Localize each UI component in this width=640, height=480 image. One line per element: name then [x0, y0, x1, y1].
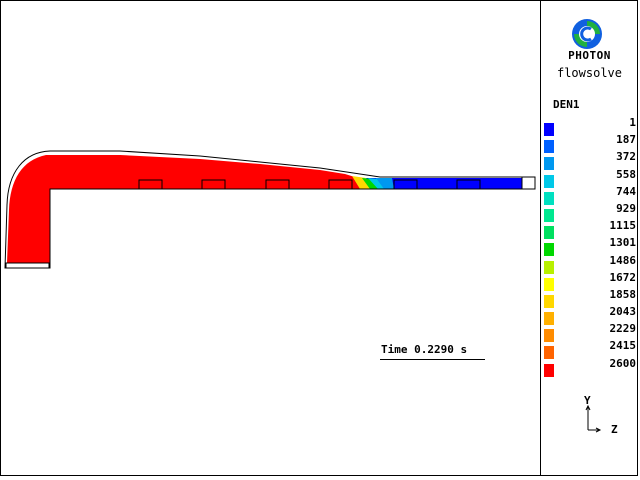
gate-boss	[201, 179, 226, 190]
panel-divider	[540, 0, 541, 476]
legend-label: 1858	[609, 287, 637, 301]
gate-bosses	[138, 179, 481, 190]
gate-boss	[456, 179, 481, 190]
liquid-region	[7, 155, 380, 263]
legend-swatch	[544, 174, 554, 188]
legend-swatch	[544, 294, 554, 308]
legend-swatch	[544, 123, 554, 136]
legend-label: 2415	[609, 339, 637, 353]
axis-z-label: Z	[611, 423, 618, 436]
legend-title: DEN1	[553, 98, 580, 111]
time-readout: Time 0.2290 s	[381, 343, 468, 356]
gate-boss	[265, 179, 290, 190]
gate-boss	[393, 179, 418, 190]
legend-swatch	[544, 329, 554, 343]
gas-region	[360, 178, 522, 189]
legend-swatch	[544, 191, 554, 205]
legend-label: 1486	[609, 253, 637, 267]
legend-label: 1301	[609, 236, 637, 250]
legend-swatch	[544, 346, 554, 360]
axis-y-label: Y	[584, 394, 591, 407]
legend-swatch	[544, 243, 554, 257]
legend-swatch	[544, 277, 554, 291]
legend-swatch	[544, 157, 554, 171]
legend-label: 1672	[609, 270, 637, 284]
gate-boss	[138, 179, 163, 190]
brand-subtitle: flowsolve	[556, 66, 623, 80]
inlet	[5, 262, 50, 269]
legend-label: 372	[616, 150, 636, 164]
legend-label: 187	[616, 133, 636, 147]
legend-swatch	[544, 226, 554, 240]
photon-logo-icon	[572, 19, 602, 49]
time-underline	[380, 359, 485, 360]
legend-swatch	[544, 312, 554, 326]
legend-swatch	[544, 260, 554, 274]
legend-label: 1115	[609, 219, 637, 233]
legend-swatch	[544, 140, 554, 154]
legend-swatch	[544, 208, 554, 222]
legend-swatch	[544, 363, 554, 377]
brand-name: PHOTON	[568, 49, 611, 62]
legend-label: 2043	[609, 305, 637, 319]
axis-triad-icon	[585, 404, 602, 433]
gate-boss	[328, 179, 353, 190]
legend-label: 744	[616, 184, 636, 198]
front-lightblue	[376, 178, 394, 189]
legend-label: 929	[616, 201, 636, 215]
legend-label: 2600	[609, 356, 637, 370]
outlet	[521, 176, 536, 190]
simulation-view	[4, 150, 536, 269]
legend-label: 2229	[609, 322, 637, 336]
legend-label: 1	[629, 116, 636, 129]
legend-label: 558	[616, 167, 636, 181]
